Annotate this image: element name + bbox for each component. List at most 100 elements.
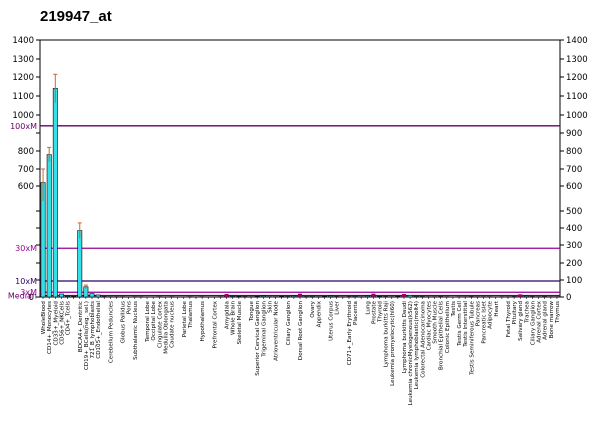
category-label: Pancreatic Islet [482, 300, 488, 343]
category-label: Bronchial Epithelial Cells [439, 301, 445, 370]
y-tick-label-right: 500 [566, 207, 582, 217]
category-label: Lymphoma burkitts Raji [384, 301, 390, 368]
category-label: Cerebellum Peduncles [108, 301, 114, 363]
value-marker [371, 293, 376, 297]
category-label: Adrenal gland [543, 301, 549, 340]
category-label: Dorsal Root Ganglion [298, 301, 304, 361]
category-label: Medulla Oblongata [163, 301, 169, 354]
bar [77, 230, 83, 298]
bar [468, 296, 474, 298]
category-label: Uterus Corpus [329, 301, 335, 341]
y-tick-label-right: 800 [566, 147, 582, 157]
y-tick-label-left: 1100 [12, 92, 34, 102]
category-label: Adrenal Cortex [537, 300, 543, 342]
category-label: Superior Cervical Ganglion [255, 301, 261, 376]
category-label: Leukemia lymphoblastic(molt4) [414, 301, 420, 389]
bar [89, 293, 95, 298]
category-label: Bone marrow [549, 301, 555, 339]
bar [279, 296, 285, 298]
bar [413, 295, 419, 298]
y-tick-label-right: 100 [566, 276, 582, 286]
bar [236, 296, 242, 298]
bar [346, 296, 352, 298]
y-tick-label-left: 1200 [12, 73, 34, 83]
bar [58, 293, 64, 298]
category-label: Trigeminal Ganglion [261, 301, 267, 358]
bar [303, 296, 309, 298]
category-label: Subthalamic Nucleus [133, 301, 139, 360]
reference-line-label: 30xM [15, 244, 37, 253]
reference-line-label: 10xM [15, 277, 37, 286]
category-label: CD56+_NKCells [59, 301, 65, 345]
category-label: Leukemia chronicMyelogenous(k562) [408, 301, 414, 405]
category-label: Liver [335, 300, 341, 314]
y-tick-label-left: 1000 [12, 111, 34, 121]
bar [383, 296, 389, 298]
bar [407, 294, 413, 298]
category-label: Testis [451, 301, 457, 318]
category-label: Hypothalamus [200, 301, 206, 342]
category-label: Pons [127, 301, 133, 314]
category-label: Smooth Muscle [433, 300, 439, 343]
y-tick-label-right: 300 [566, 241, 582, 251]
y-tick-label-left: 1300 [12, 55, 34, 65]
y-tick-label-right: 200 [566, 259, 582, 269]
category-label: Thymus [555, 301, 561, 324]
bar [65, 295, 70, 298]
y-tick-label-right: 1000 [566, 111, 588, 121]
bar [254, 296, 260, 298]
category-label: Cardiac Myocytes [426, 301, 432, 351]
value-marker [298, 293, 302, 297]
category-label: Lung [365, 301, 371, 315]
category-label: Testis Seminiferous Tubule [469, 300, 475, 375]
y-tick-label-right: 400 [566, 224, 582, 234]
reference-line-label: 100xM [10, 122, 37, 131]
bar [419, 296, 425, 298]
bar [52, 88, 58, 298]
category-label: Testis Interstitial [463, 301, 469, 348]
bar [71, 296, 77, 298]
y-tick-label-left: 0 [29, 293, 34, 303]
category-label: Appendix [316, 300, 322, 327]
bar [377, 296, 382, 298]
y-tick-label-right: 600 [566, 182, 582, 192]
category-label: Heart [494, 300, 500, 316]
category-label: BDCA4+_Dentritic [78, 301, 84, 352]
bar [285, 296, 291, 298]
category-label: Thalamus [188, 301, 194, 329]
category-label: CD19+_BCells(neg._sel.) [84, 301, 90, 370]
y-tick-label-right: 1300 [566, 55, 588, 65]
category-label: Caudate nucleus [170, 301, 176, 348]
bar [438, 296, 444, 298]
category-label: CD105+_Endothelial [96, 301, 102, 359]
y-tick-label-right: 0 [566, 293, 571, 303]
category-label: Whole Brain [231, 301, 237, 335]
category-label: Ciliary Ganglion [530, 301, 536, 346]
y-tick-label-left: 700 [18, 165, 34, 175]
y-tick-label-left: 600 [18, 182, 34, 192]
category-label: Placenta [353, 301, 359, 325]
y-tick-label-right: 900 [566, 129, 582, 139]
category-label: Occipital Lobe [151, 300, 157, 340]
y-tick-label-left: 1400 [12, 36, 34, 46]
category-label: Temporal Lobe [145, 300, 151, 342]
bar [542, 296, 548, 298]
bar [260, 295, 266, 298]
category-label: Salivary gland [518, 301, 524, 341]
bar [334, 296, 340, 298]
category-label: Colonic Epithelium [445, 301, 451, 353]
category-label: Pituitary [512, 300, 518, 324]
bar [523, 295, 529, 298]
category-label: Skeletal Muscle [237, 300, 243, 344]
value-marker [518, 294, 523, 298]
category-label: Fetal Thyroid [506, 301, 512, 338]
y-tick-label-right: 1200 [566, 73, 588, 83]
bar [46, 154, 52, 298]
category-label: Globus Pallidus [121, 301, 127, 343]
bar [352, 295, 358, 298]
bar [230, 295, 236, 298]
category-label: Lymphoma burkitts Daudi [402, 301, 408, 374]
category-label: CD71+_Early Erythroid [347, 301, 353, 366]
value-marker [224, 293, 229, 297]
